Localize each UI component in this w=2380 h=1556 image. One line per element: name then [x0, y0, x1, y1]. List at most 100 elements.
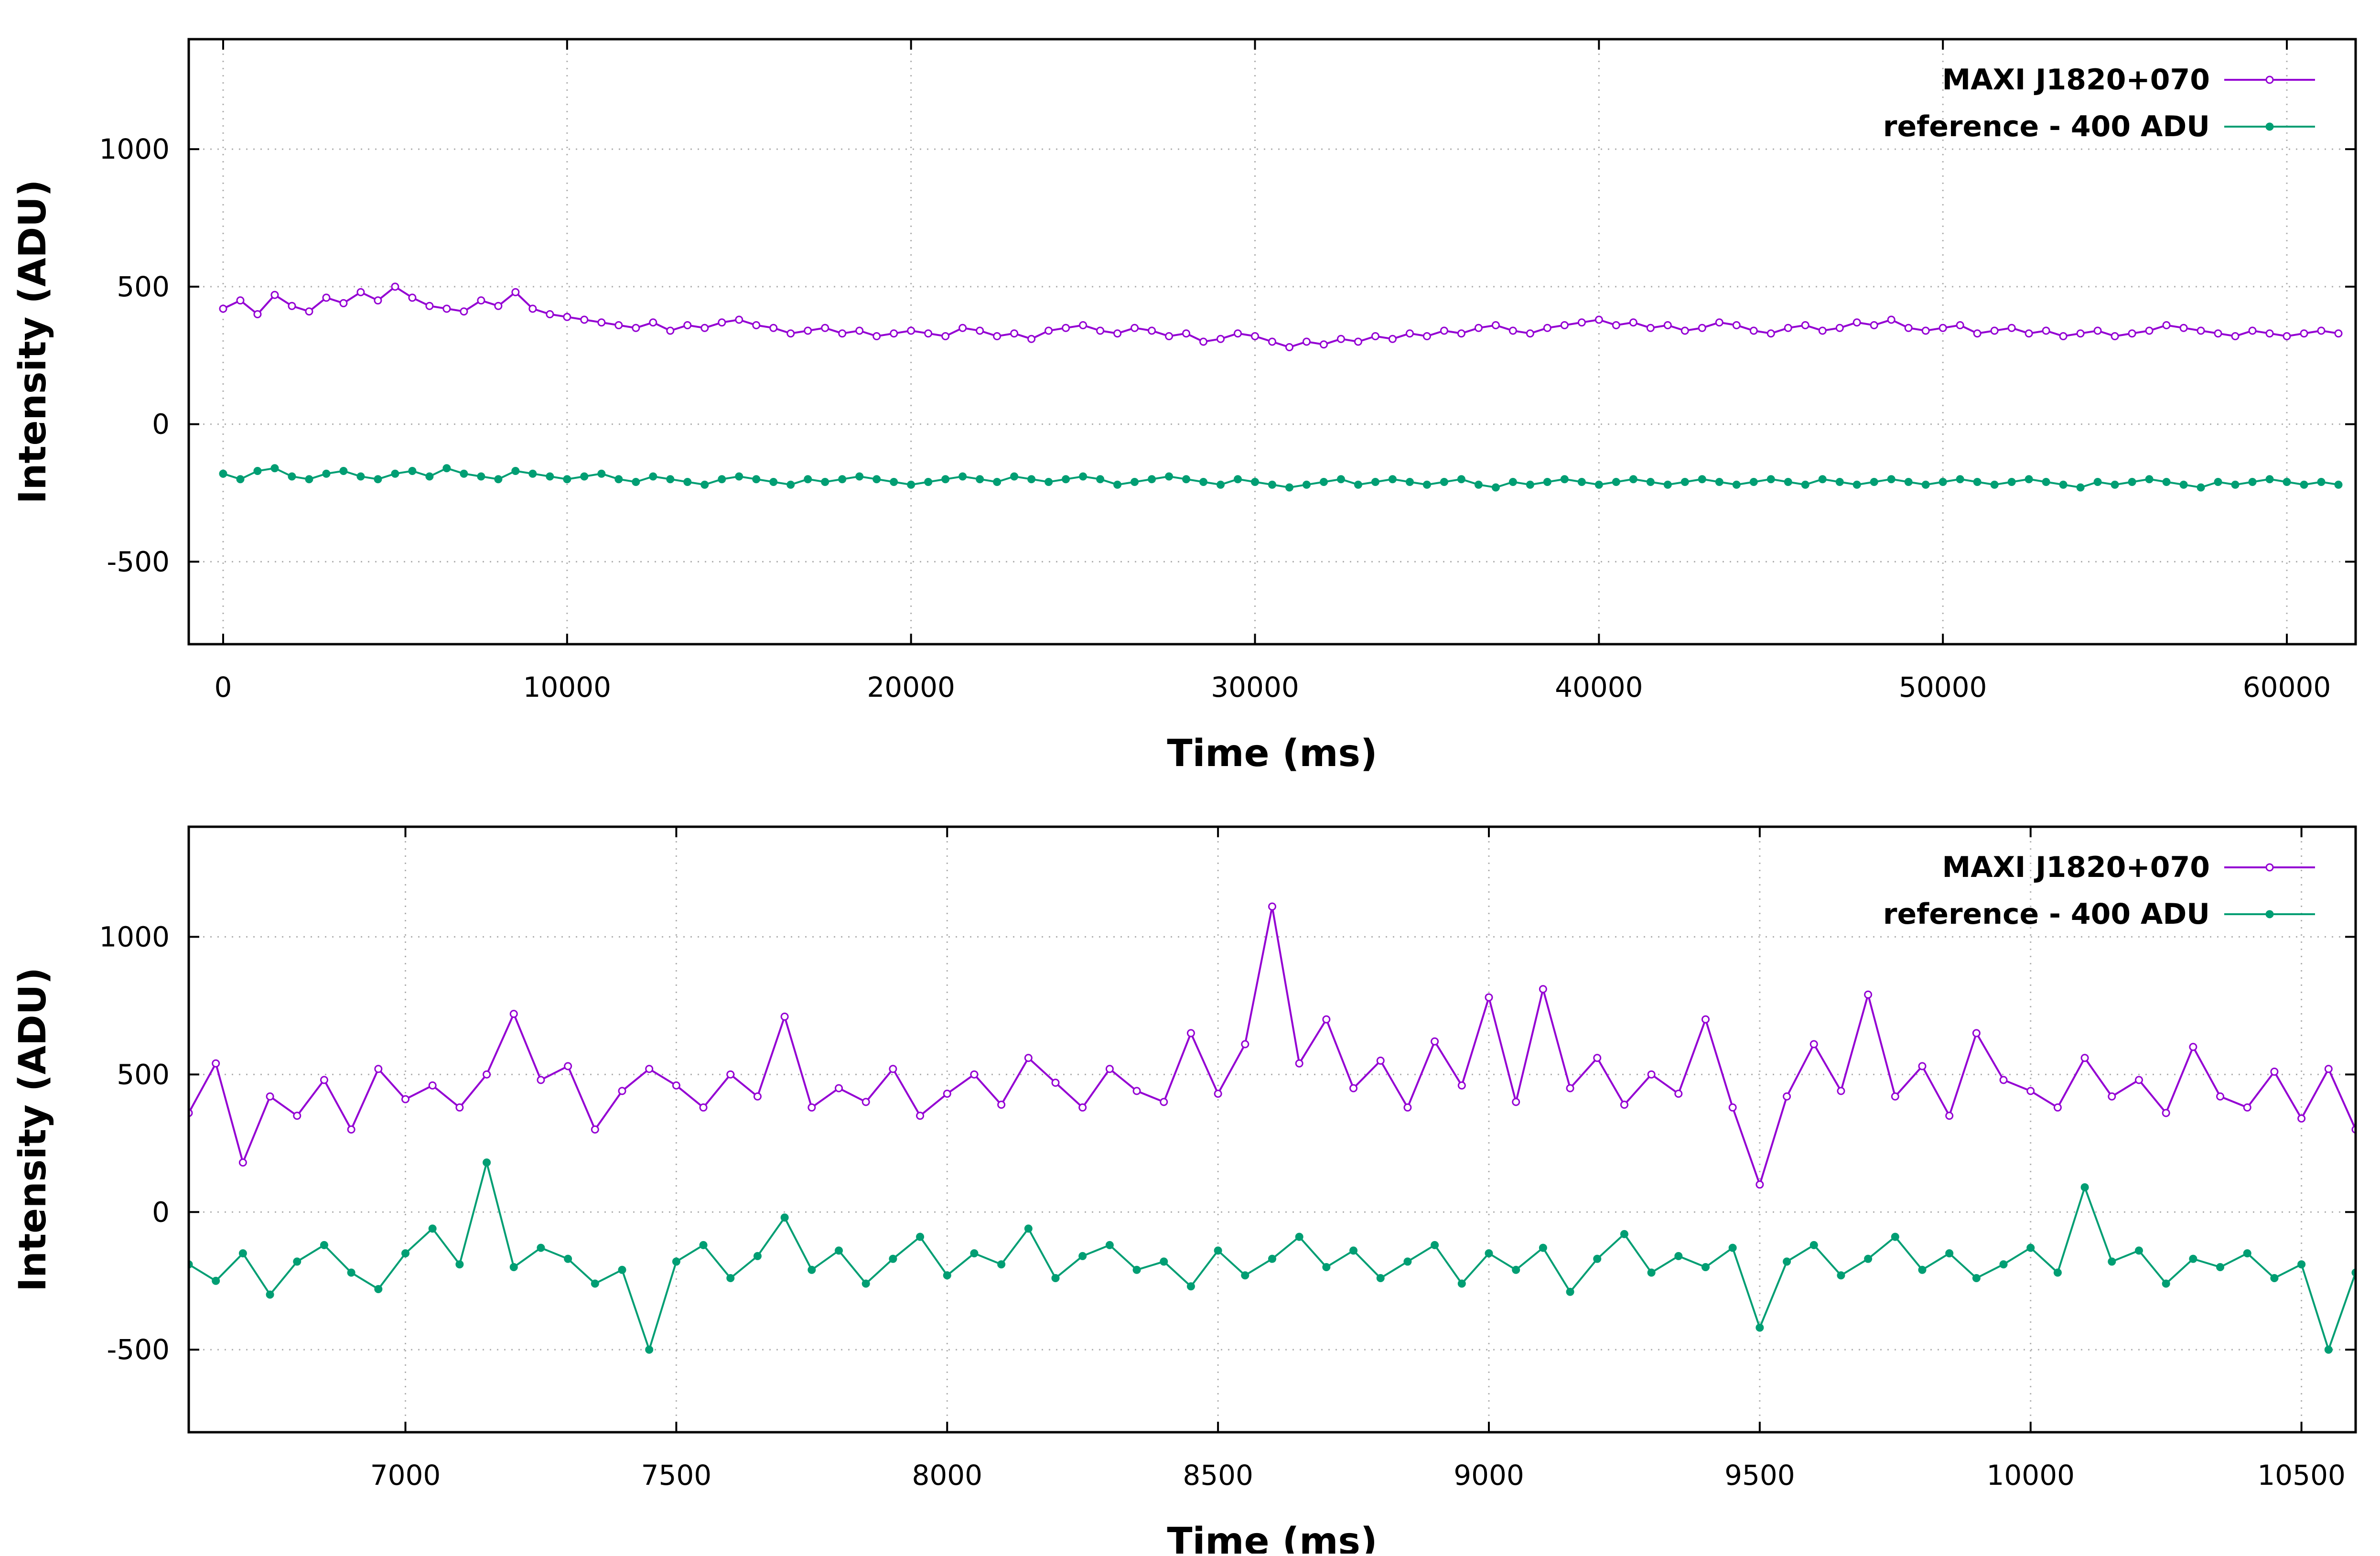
data-point: [597, 469, 606, 478]
data-point: [1062, 324, 1070, 332]
data-point: [1457, 329, 1465, 338]
data-point: [1295, 1059, 1303, 1068]
data-point: [509, 1010, 518, 1018]
data-point: [1371, 332, 1379, 340]
data-point: [253, 466, 262, 475]
data-point: [1891, 1092, 1899, 1101]
data-point: [1560, 321, 1569, 329]
data-point: [1160, 1257, 1168, 1266]
data-point: [2334, 480, 2343, 489]
data-point: [1620, 1230, 1628, 1238]
data-point: [2214, 477, 2222, 486]
data-point: [1904, 324, 1913, 332]
data-point: [735, 315, 743, 324]
data-point: [1783, 1257, 1791, 1266]
y-axis-title: Intensity (ADU): [11, 180, 54, 504]
data-point: [1698, 324, 1706, 332]
data-point: [2189, 1254, 2197, 1263]
data-point: [1491, 483, 1500, 492]
data-point: [890, 477, 898, 486]
legend-label: MAXI J1820+070: [1942, 851, 2210, 884]
data-point: [1491, 321, 1500, 329]
data-point: [2297, 1260, 2306, 1269]
series-maxi: [219, 282, 2343, 352]
data-point: [1268, 902, 1276, 911]
data-point: [1010, 472, 1019, 481]
data-point: [780, 1012, 789, 1021]
data-point: [1973, 477, 1982, 486]
data-point: [1217, 480, 1225, 489]
data-point: [2026, 1243, 2035, 1252]
data-point: [1431, 1037, 1439, 1046]
data-point: [1612, 477, 1620, 486]
data-point: [2324, 1345, 2333, 1354]
x-tick-label: 10000: [1986, 1459, 2075, 1491]
data-point: [1837, 1271, 1845, 1280]
data-point: [1999, 1260, 2008, 1269]
x-axis-title: Time (ms): [1167, 732, 1377, 775]
data-point: [270, 464, 279, 473]
data-point: [1405, 329, 1414, 338]
data-point: [1319, 477, 1328, 486]
x-tick-label: 20000: [867, 671, 955, 703]
data-point: [835, 1084, 843, 1092]
data-point: [958, 472, 967, 481]
legend-label: reference - 400 ADU: [1883, 110, 2210, 143]
data-point: [1594, 315, 1603, 324]
data-point: [821, 324, 829, 332]
data-point: [1766, 475, 1775, 484]
data-point: [890, 329, 898, 338]
data-point: [1079, 472, 1088, 481]
data-point: [2026, 1087, 2035, 1095]
data-point: [408, 466, 417, 475]
data-point: [1349, 1084, 1358, 1092]
data-point: [1457, 1279, 1466, 1288]
chart-panel-overview: 0 10000 20000 30000 40000 50000 60000 -500 0 500 1…: [11, 38, 2357, 775]
data-point: [2162, 1279, 2170, 1288]
data-point: [993, 332, 1002, 340]
data-point: [700, 324, 709, 332]
data-point: [564, 1062, 572, 1070]
data-point: [483, 1070, 491, 1079]
data-point: [1024, 1224, 1033, 1233]
data-point: [460, 307, 468, 316]
data-point: [683, 477, 692, 486]
data-point: [2059, 480, 2068, 489]
data-point: [1096, 326, 1105, 335]
data-point: [1990, 326, 1999, 335]
data-point: [293, 1257, 302, 1266]
data-point: [1096, 475, 1105, 484]
data-point: [1526, 480, 1534, 489]
data-point: [889, 1065, 897, 1073]
data-point: [769, 477, 778, 486]
data-point: [597, 318, 606, 327]
data-point: [1698, 475, 1706, 484]
data-point: [1457, 475, 1465, 484]
data-point: [1938, 477, 1947, 486]
data-point: [1457, 1081, 1466, 1090]
data-point: [997, 1260, 1006, 1269]
data-point: [1887, 475, 1895, 484]
data-point: [1354, 337, 1362, 346]
data-point: [2059, 332, 2068, 340]
data-point: [2197, 326, 2205, 335]
data-point: [1485, 993, 1493, 1002]
data-point: [2231, 332, 2240, 340]
data-point: [2128, 329, 2136, 338]
data-point: [924, 329, 933, 338]
data-point: [2042, 477, 2050, 486]
data-point: [442, 304, 451, 313]
x-tick-label: 7000: [370, 1459, 441, 1491]
data-point: [483, 1158, 491, 1167]
data-point: [2270, 1068, 2279, 1076]
data-point: [786, 329, 795, 338]
data-point: [1620, 1101, 1628, 1109]
data-point: [293, 1112, 302, 1120]
data-point: [347, 1125, 355, 1134]
legend-marker: [2265, 863, 2274, 872]
legend-label: MAXI J1820+070: [1942, 63, 2210, 97]
data-point: [1972, 1274, 1981, 1282]
data-point: [2145, 326, 2154, 335]
data-point: [2265, 329, 2274, 338]
data-point: [1680, 477, 1689, 486]
